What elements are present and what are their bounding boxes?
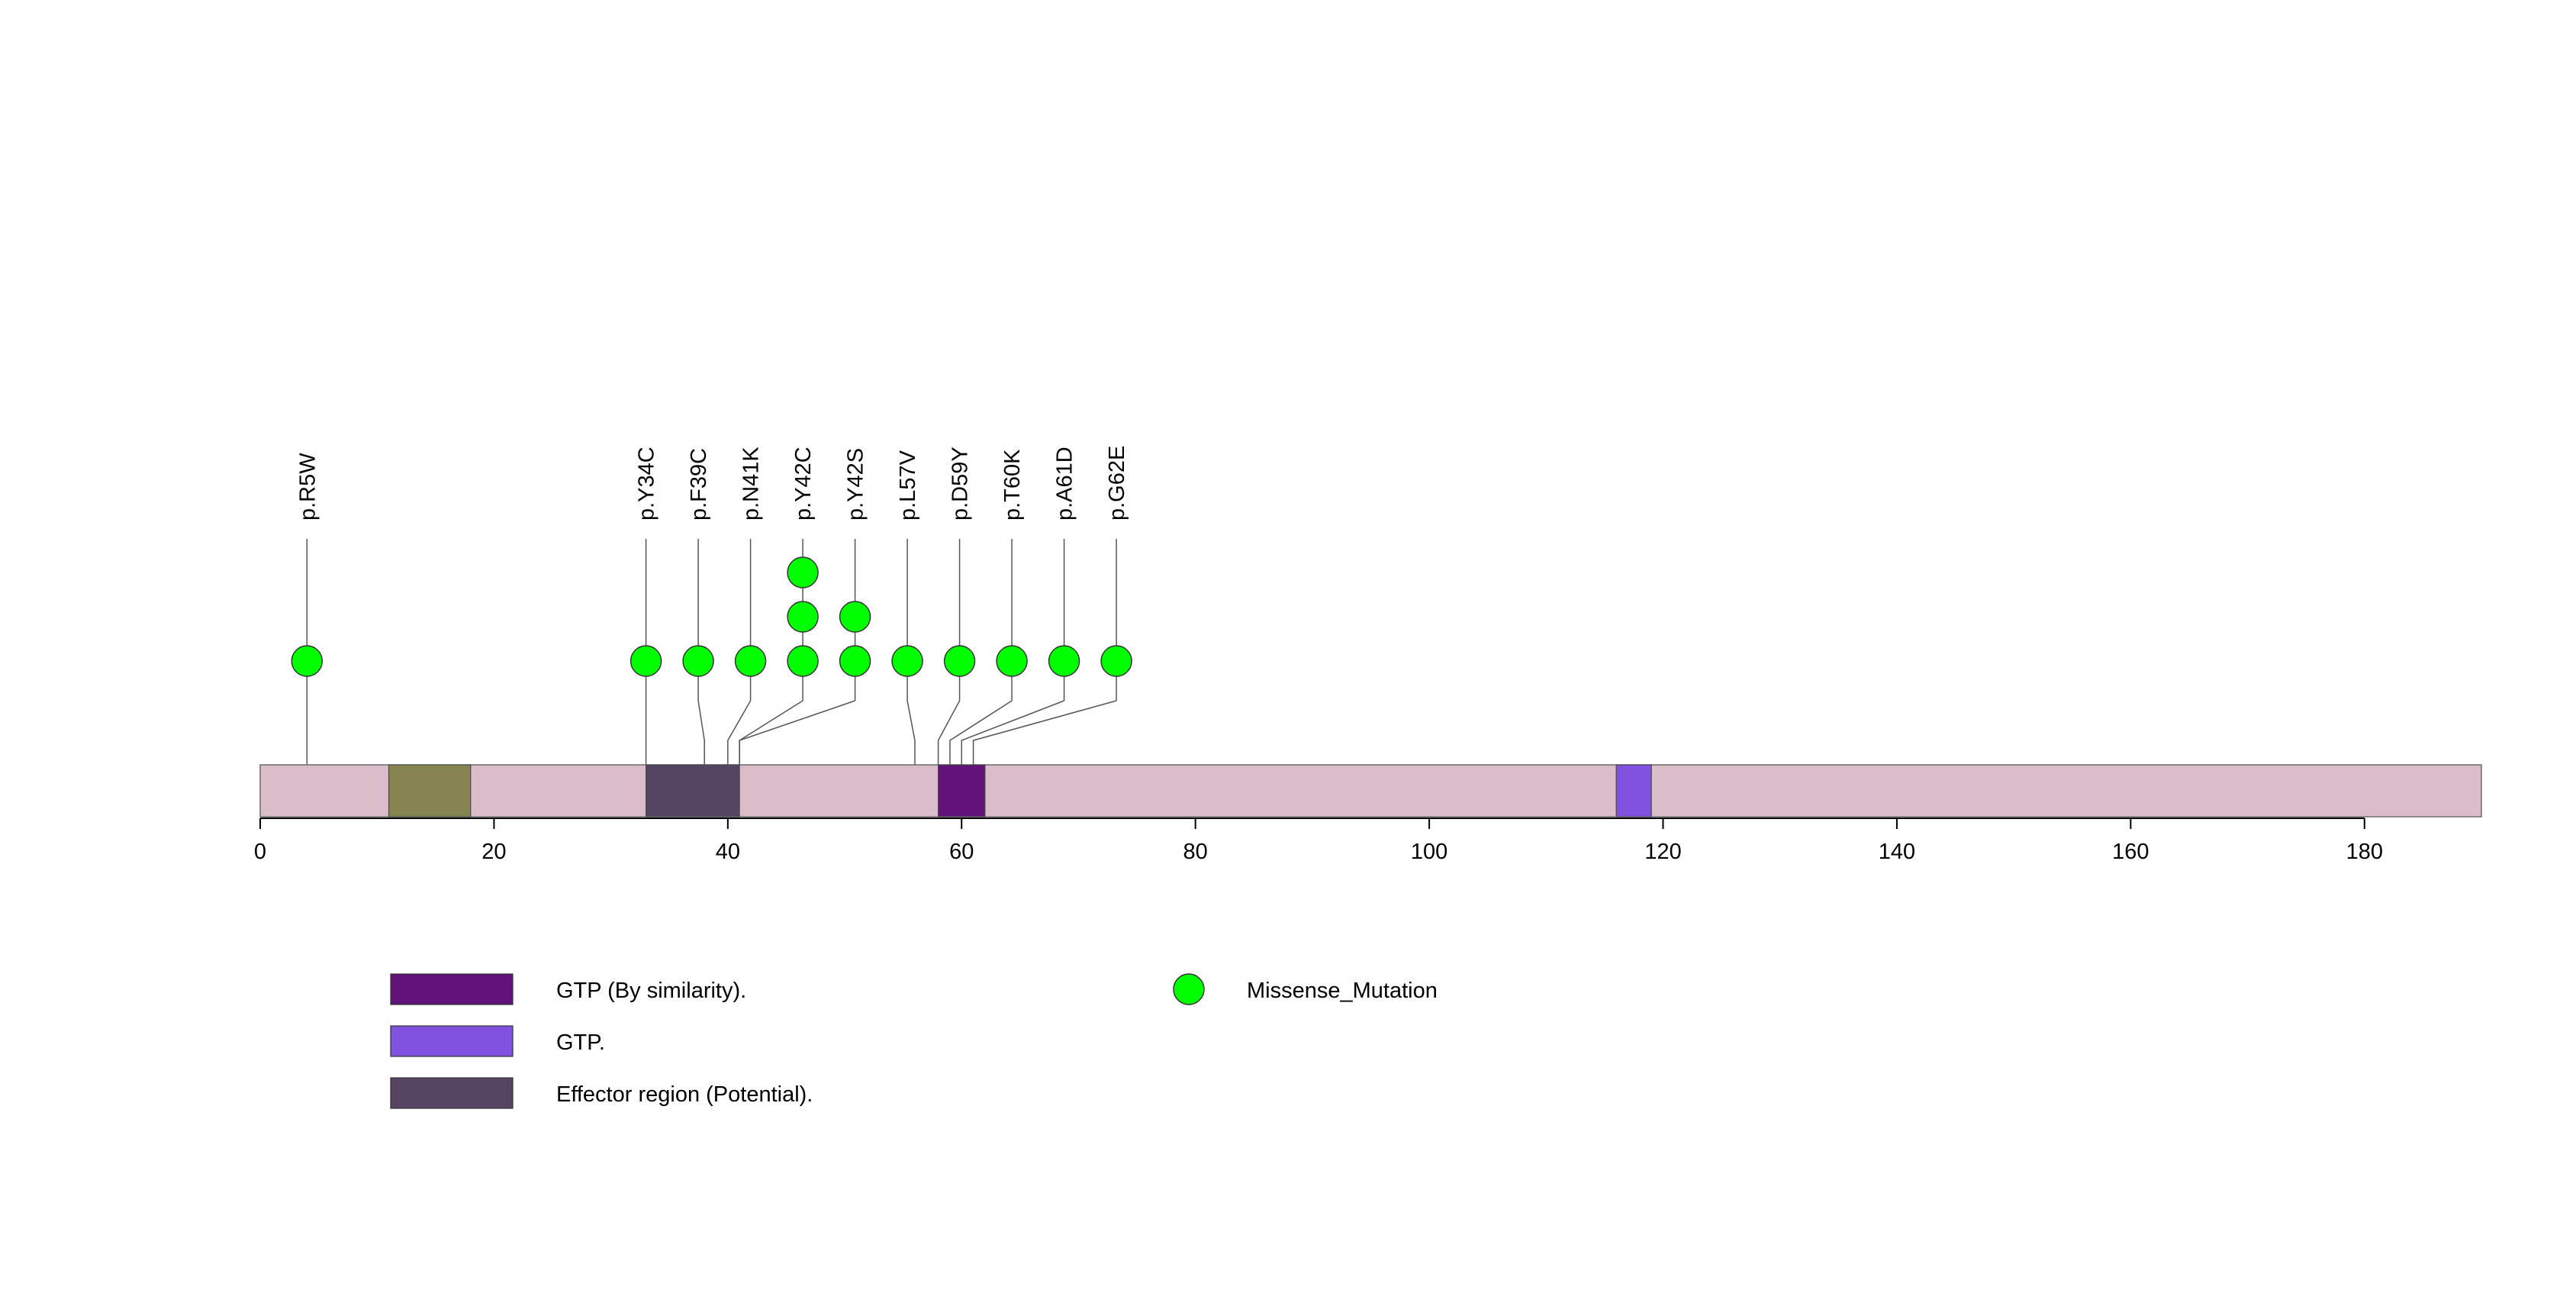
mutation-dot-5-1 [839, 601, 871, 633]
mutation-label-9: p.A61D [1053, 447, 1077, 521]
connector-lines [306, 700, 1117, 765]
mutation-label-5: p.Y42S [844, 448, 868, 521]
mutation-label-8: p.T60K [1000, 449, 1025, 521]
legend-label-0: GTP (By similarity). [556, 979, 746, 1003]
legend-mutation-dot-0 [1173, 973, 1205, 1005]
mutation-label-1: p.Y34C [635, 447, 659, 521]
legend-swatch-2 [390, 1077, 514, 1109]
mutation-dot-4-2 [787, 556, 819, 589]
mutation-label-3: p.N41K [739, 447, 764, 521]
connector-9 [961, 700, 1064, 765]
connector-3 [727, 700, 752, 765]
mutation-label-10: p.G62E [1105, 446, 1129, 521]
legend-swatch-1 [390, 1025, 514, 1057]
mutation-dot-4-1 [787, 601, 819, 633]
mutation-dot-9-0 [1048, 645, 1080, 677]
x-tick-label-20: 20 [481, 840, 506, 864]
mutation-label-0: p.R5W [295, 453, 320, 521]
protein-track [259, 764, 2482, 818]
connector-5 [739, 700, 855, 765]
x-tick-label-180: 180 [2346, 840, 2383, 864]
legend-swatch-0 [390, 973, 514, 1005]
mutation-dot-6-0 [891, 645, 923, 677]
connector-2 [697, 700, 705, 765]
mutation-dot-7-0 [943, 645, 976, 677]
connector-4 [739, 700, 803, 765]
domain-2 [938, 764, 986, 818]
x-axis: 0 20 40 60 80 100 120 140 160 180 [254, 818, 2383, 864]
mutation-dot-5-0 [839, 645, 871, 677]
x-tick-label-40: 40 [716, 840, 740, 864]
legend-label-1: GTP. [556, 1030, 605, 1055]
mutation-dot-0-0 [291, 645, 324, 677]
domain-1 [645, 764, 740, 818]
x-tick-label-100: 100 [1411, 840, 1447, 864]
x-tick-label-160: 160 [2112, 840, 2149, 864]
mutation-dot-1-0 [630, 645, 662, 677]
legend: GTP (By similarity). GTP. Effector region … [390, 973, 1438, 1109]
connector-6 [906, 700, 916, 765]
domain-0 [388, 764, 472, 818]
protein-backbone [259, 764, 2482, 818]
mutation-dot-3-0 [734, 645, 767, 677]
legend-mutation-label-0: Missense_Mutation [1247, 979, 1438, 1003]
x-tick-label-80: 80 [1183, 840, 1208, 864]
mutation-dot-10-0 [1100, 645, 1132, 677]
connector-10 [972, 700, 1117, 765]
mutation-label-6: p.L57V [896, 450, 920, 521]
mutation-label-4: p.Y42C [791, 447, 816, 521]
domain-3 [1615, 764, 1652, 818]
x-tick-label-60: 60 [949, 840, 974, 864]
x-tick-label-120: 120 [1644, 840, 1681, 864]
mutation-dot-4-0 [787, 645, 819, 677]
x-tick-label-0: 0 [254, 840, 266, 864]
mutation-label-7: p.D59Y [948, 447, 973, 521]
connector-8 [949, 700, 1013, 765]
mutation-markers [291, 556, 1132, 677]
mutation-stems [306, 539, 1117, 701]
mutation-dot-8-0 [996, 645, 1028, 677]
connector-7 [937, 700, 961, 765]
mutation-dot-2-0 [682, 645, 714, 677]
x-tick-label-140: 140 [1879, 840, 1915, 864]
mutation-label-2: p.F39C [687, 448, 711, 521]
mutation-labels: p.R5W p.Y34C p.F39C p.N41K p.Y42C p.Y42S p.L57… [295, 446, 1129, 521]
legend-label-2: Effector region (Potential). [556, 1082, 813, 1107]
